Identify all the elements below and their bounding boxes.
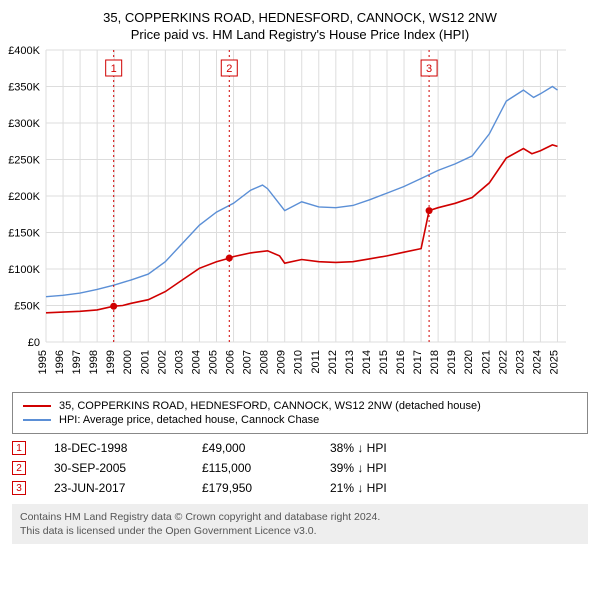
sale-date: 18-DEC-1998	[54, 441, 174, 455]
legend-label: HPI: Average price, detached house, Cann…	[59, 414, 319, 426]
sale-delta: 21% ↓ HPI	[330, 481, 450, 495]
svg-text:2008: 2008	[259, 350, 271, 374]
svg-text:2000: 2000	[122, 350, 134, 374]
svg-text:£350K: £350K	[8, 82, 40, 94]
svg-text:2007: 2007	[242, 350, 254, 374]
svg-text:2002: 2002	[156, 350, 168, 374]
sales-row: 2 30-SEP-2005 £115,000 39% ↓ HPI	[12, 458, 588, 478]
svg-text:£0: £0	[28, 337, 40, 349]
svg-text:2006: 2006	[225, 350, 237, 374]
sale-delta: 38% ↓ HPI	[330, 441, 450, 455]
legend-swatch	[23, 405, 51, 407]
sale-price: £49,000	[202, 441, 302, 455]
legend-swatch	[23, 419, 51, 421]
sale-date: 30-SEP-2005	[54, 461, 174, 475]
legend-item: HPI: Average price, detached house, Cann…	[23, 413, 577, 427]
attribution-footer: Contains HM Land Registry data © Crown c…	[12, 504, 588, 544]
footer-line: This data is licensed under the Open Gov…	[20, 524, 580, 538]
svg-text:1997: 1997	[71, 350, 83, 374]
svg-text:1: 1	[111, 63, 117, 75]
sale-marker-icon: 1	[12, 441, 26, 455]
svg-text:2021: 2021	[480, 350, 492, 374]
svg-text:2013: 2013	[344, 350, 356, 374]
sale-marker-icon: 2	[12, 461, 26, 475]
svg-text:£200K: £200K	[8, 191, 40, 203]
legend-label: 35, COPPERKINS ROAD, HEDNESFORD, CANNOCK…	[59, 400, 481, 412]
chart-titles: 35, COPPERKINS ROAD, HEDNESFORD, CANNOCK…	[0, 0, 600, 44]
svg-text:2022: 2022	[497, 350, 509, 374]
svg-text:2017: 2017	[412, 350, 424, 374]
price-chart: £0 £50K £100K £150K £200K £250K £300K £350K £400…	[0, 44, 576, 384]
svg-text:3: 3	[426, 63, 432, 75]
legend-item: 35, COPPERKINS ROAD, HEDNESFORD, CANNOCK…	[23, 399, 577, 413]
svg-text:2016: 2016	[395, 350, 407, 374]
svg-text:2001: 2001	[139, 350, 151, 374]
svg-text:£300K: £300K	[8, 118, 40, 130]
svg-text:2024: 2024	[531, 350, 543, 374]
sale-delta: 39% ↓ HPI	[330, 461, 450, 475]
svg-text:£50K: £50K	[14, 301, 40, 313]
sale-price: £115,000	[202, 461, 302, 475]
svg-text:2014: 2014	[361, 350, 373, 374]
svg-text:2: 2	[226, 63, 232, 75]
chart-title-sub: Price paid vs. HM Land Registry's House …	[10, 27, 590, 42]
chart-title-address: 35, COPPERKINS ROAD, HEDNESFORD, CANNOCK…	[10, 10, 590, 25]
svg-text:£250K: £250K	[8, 155, 40, 167]
footer-line: Contains HM Land Registry data © Crown c…	[20, 510, 580, 524]
svg-text:2012: 2012	[327, 350, 339, 374]
svg-text:2009: 2009	[276, 350, 288, 374]
svg-text:1999: 1999	[105, 350, 117, 374]
svg-text:1998: 1998	[88, 350, 100, 374]
sales-table: 1 18-DEC-1998 £49,000 38% ↓ HPI 2 30-SEP…	[12, 438, 588, 498]
sales-row: 3 23-JUN-2017 £179,950 21% ↓ HPI	[12, 478, 588, 498]
sale-price: £179,950	[202, 481, 302, 495]
svg-text:2015: 2015	[378, 350, 390, 374]
svg-text:2003: 2003	[173, 350, 185, 374]
svg-text:£150K: £150K	[8, 228, 40, 240]
svg-text:2004: 2004	[190, 350, 202, 374]
svg-text:2023: 2023	[514, 350, 526, 374]
sale-date: 23-JUN-2017	[54, 481, 174, 495]
svg-text:2011: 2011	[310, 350, 322, 374]
svg-text:2005: 2005	[207, 350, 219, 374]
chart-container: 35, COPPERKINS ROAD, HEDNESFORD, CANNOCK…	[0, 0, 600, 544]
svg-text:£400K: £400K	[8, 45, 40, 57]
svg-text:2018: 2018	[429, 350, 441, 374]
svg-text:£100K: £100K	[8, 264, 40, 276]
svg-text:2025: 2025	[548, 350, 560, 374]
sale-marker-icon: 3	[12, 481, 26, 495]
svg-text:2019: 2019	[446, 350, 458, 374]
svg-text:2010: 2010	[293, 350, 305, 374]
svg-text:2020: 2020	[463, 350, 475, 374]
svg-text:1995: 1995	[37, 350, 49, 374]
svg-text:1996: 1996	[54, 350, 66, 374]
legend: 35, COPPERKINS ROAD, HEDNESFORD, CANNOCK…	[12, 392, 588, 434]
sales-row: 1 18-DEC-1998 £49,000 38% ↓ HPI	[12, 438, 588, 458]
